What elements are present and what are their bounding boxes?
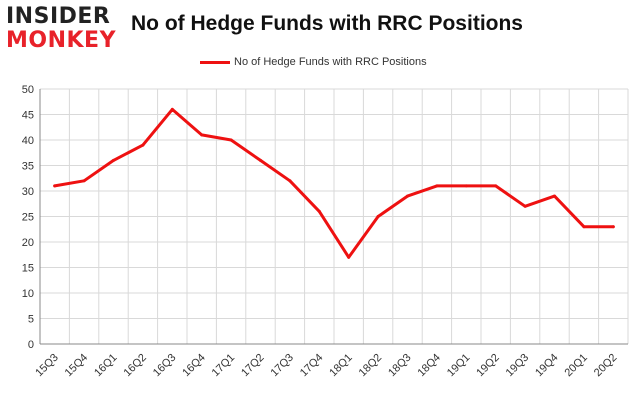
y-tick-label: 15 (22, 263, 34, 275)
data-point (317, 209, 321, 213)
logo-text-insider: INSIDER (6, 4, 111, 29)
x-tick-label: 20Q1 (562, 352, 590, 380)
x-tick-label: 18Q1 (327, 352, 355, 380)
y-tick-label: 5 (28, 314, 34, 326)
x-tick-label: 20Q2 (592, 352, 620, 380)
data-point (112, 158, 115, 162)
x-tick-label: 18Q2 (357, 352, 385, 380)
chart-legend: No of Hedge Funds with RRC Positions (200, 54, 427, 70)
y-tick-label: 20 (22, 237, 34, 249)
x-tick-label: 17Q1 (210, 352, 238, 380)
x-tick-label: 15Q4 (63, 352, 91, 380)
y-tick-label: 10 (22, 288, 34, 300)
x-tick-label: 17Q4 (298, 352, 326, 380)
y-tick-label: 30 (22, 186, 34, 198)
data-point (406, 194, 409, 198)
x-tick-label: 16Q1 (92, 352, 120, 380)
data-point (582, 225, 586, 229)
data-point (200, 133, 204, 137)
logo-text-monkey: MONKEY (6, 28, 117, 53)
data-point (229, 138, 233, 142)
x-tick-label: 19Q2 (474, 352, 502, 380)
x-tick-label: 15Q3 (33, 352, 61, 380)
insider-monkey-logo: INSIDER MONKEY (6, 6, 118, 52)
data-point (82, 179, 86, 183)
x-tick-label: 17Q3 (268, 352, 296, 380)
data-point (553, 194, 556, 198)
chart-title: No of Hedge Funds with RRC Positions (131, 12, 523, 35)
data-point (288, 179, 292, 183)
x-tick-label: 19Q1 (445, 352, 473, 380)
data-point (435, 184, 439, 188)
data-point (464, 184, 468, 188)
y-tick-label: 0 (28, 339, 34, 351)
y-tick-label: 25 (22, 212, 34, 224)
data-point (523, 204, 527, 208)
data-point (347, 255, 351, 259)
x-tick-label: 18Q4 (415, 352, 443, 380)
x-tick-label: 19Q4 (533, 352, 561, 380)
data-point (170, 107, 174, 111)
data-point (494, 184, 498, 188)
data-point (141, 143, 145, 147)
series-line (53, 107, 615, 259)
y-tick-label: 50 (22, 84, 34, 96)
y-tick-label: 40 (22, 135, 34, 147)
legend-label: No of Hedge Funds with RRC Positions (234, 56, 427, 68)
y-tick-label: 45 (22, 110, 34, 122)
data-point (376, 215, 380, 218)
x-tick-label: 16Q3 (151, 352, 179, 380)
x-tick-label: 18Q3 (386, 352, 414, 380)
x-tick-label: 19Q3 (504, 352, 532, 380)
y-tick-label: 35 (22, 161, 34, 173)
data-point (53, 184, 57, 188)
legend-swatch (200, 60, 230, 64)
data-point (259, 158, 262, 162)
data-point (611, 225, 615, 229)
x-tick-label: 16Q4 (180, 352, 208, 380)
x-tick-label: 17Q2 (239, 352, 267, 380)
x-tick-label: 16Q2 (121, 352, 149, 380)
